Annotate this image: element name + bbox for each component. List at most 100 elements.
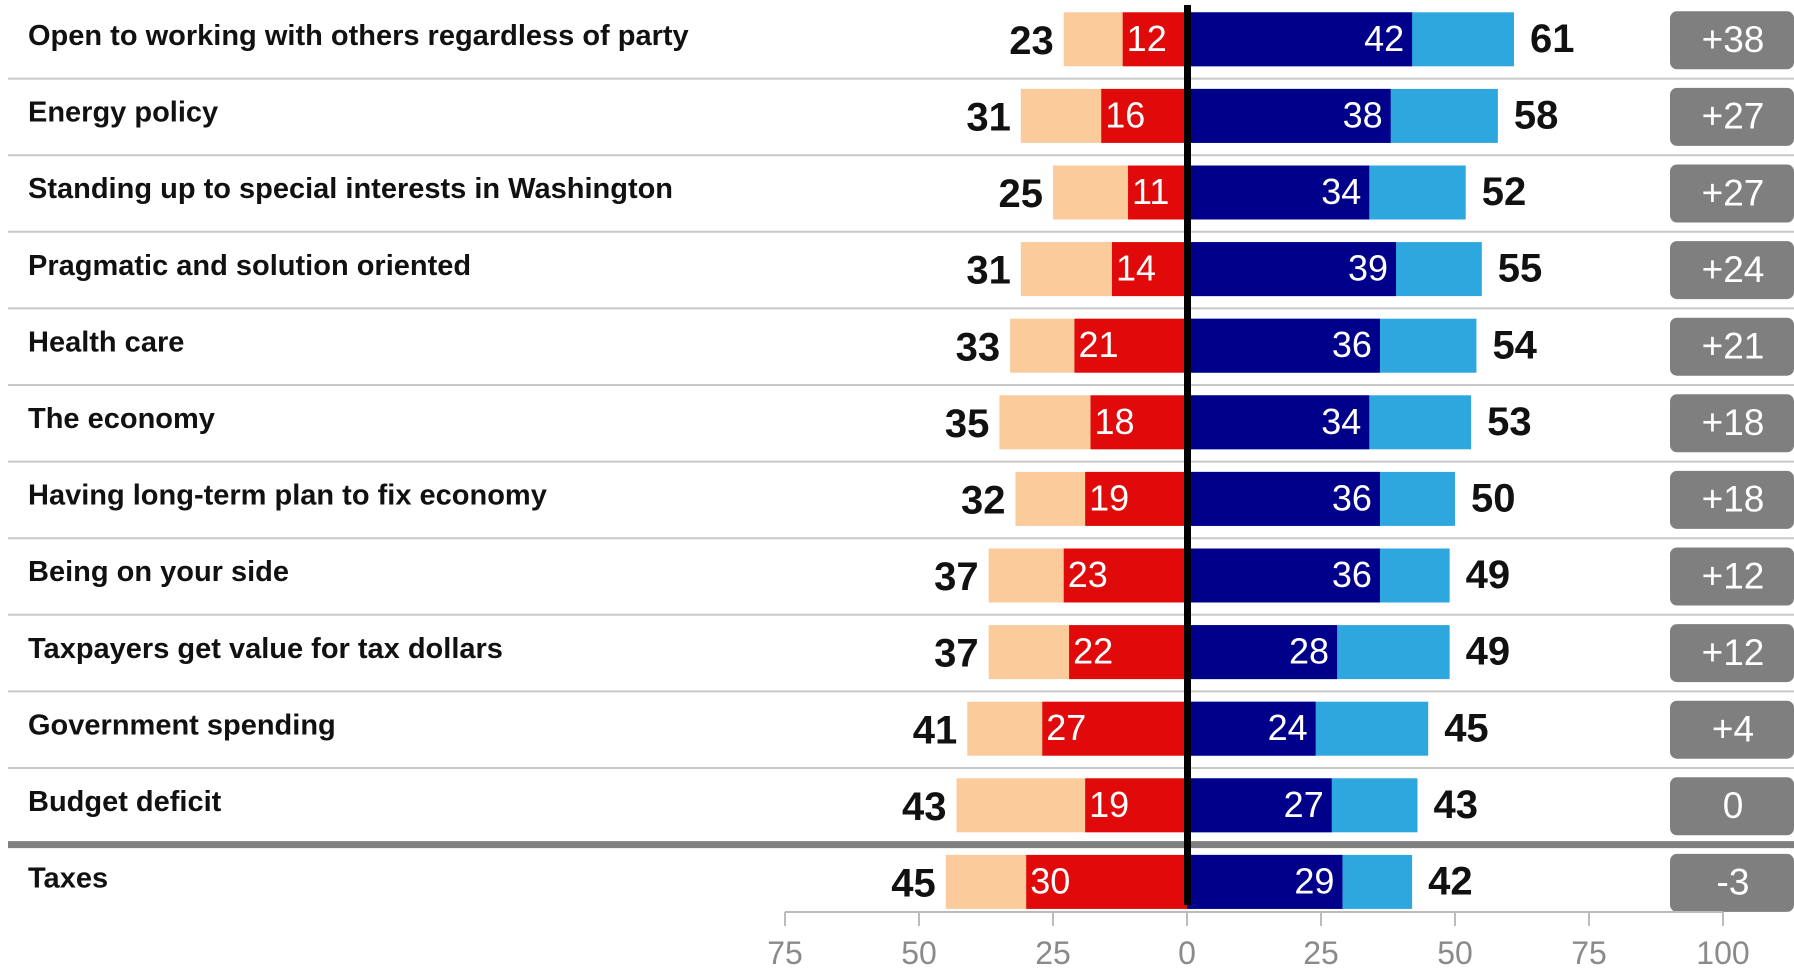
category-label: Pragmatic and solution oriented [28, 250, 471, 282]
category-label: Open to working with others regardless o… [28, 20, 689, 52]
data-label-left-total: 33 [956, 325, 1001, 369]
x-tick-label: 50 [1437, 935, 1473, 971]
bar-left-strong [1122, 12, 1187, 67]
category-label: Budget deficit [28, 786, 222, 818]
data-label-right-strong: 36 [1332, 477, 1372, 518]
data-label-left-strong: 22 [1073, 631, 1113, 672]
data-label-left-strong: 18 [1095, 401, 1135, 442]
net-score-box [1670, 624, 1794, 683]
bar-right-strong [1187, 242, 1397, 297]
data-label-right-strong: 34 [1321, 171, 1361, 212]
category-label: Standing up to special interests in Wash… [28, 173, 673, 205]
bar-right-strong [1187, 12, 1413, 67]
bar-right-strong [1187, 625, 1338, 680]
net-score-label: +27 [1702, 96, 1765, 137]
data-label-left-total: 41 [913, 708, 958, 752]
data-label-right-total: 49 [1466, 630, 1511, 674]
net-score-label: 0 [1723, 785, 1744, 826]
net-score-box [1670, 164, 1794, 223]
data-label-left-strong: 14 [1116, 248, 1156, 289]
data-label-right-total: 58 [1514, 93, 1559, 137]
bar-right-strong [1187, 548, 1380, 603]
zero-line [1184, 5, 1191, 905]
bar-left-strong [1085, 778, 1187, 833]
data-label-left-strong: 19 [1089, 784, 1129, 825]
bar-group [945, 5, 1514, 909]
data-label-left-strong: 12 [1127, 18, 1167, 59]
bar-right-strong [1187, 701, 1316, 756]
net-score-box [1670, 87, 1794, 146]
net-score-label: +18 [1702, 402, 1765, 443]
net-score-label: +18 [1702, 479, 1765, 520]
data-label-left-total: 43 [902, 785, 947, 829]
data-label-left-total: 31 [966, 95, 1011, 139]
net-score-box [1670, 241, 1794, 300]
data-label-left-total: 45 [891, 861, 936, 905]
data-label-right-strong: 42 [1364, 18, 1404, 59]
x-tick-label: 25 [1303, 935, 1339, 971]
category-label: Being on your side [28, 556, 289, 588]
row-separators [8, 77, 1794, 849]
data-label-left-strong: 19 [1089, 477, 1129, 518]
data-label-right-strong: 38 [1343, 94, 1383, 135]
net-score-box [1670, 853, 1794, 912]
data-label-right-strong: 27 [1284, 784, 1324, 825]
net-score-box [1670, 547, 1794, 606]
bar-right-strong [1187, 318, 1380, 373]
data-label-left-total: 31 [966, 249, 1011, 293]
x-tick-label: 50 [901, 935, 937, 971]
net-score-box [1670, 394, 1794, 453]
label-group: Open to working with others regardless o… [28, 17, 1574, 906]
category-label: Having long-term plan to fix economy [28, 480, 547, 512]
bar-left-strong [1042, 701, 1187, 756]
net-score-box [1670, 11, 1794, 70]
data-label-right-total: 49 [1466, 553, 1511, 597]
data-label-left-total: 23 [1009, 19, 1054, 63]
bar-left-strong [1063, 548, 1187, 603]
net-score-label: +12 [1702, 632, 1765, 673]
category-label: Taxpayers get value for tax dollars [28, 633, 503, 665]
data-label-right-strong: 34 [1321, 401, 1361, 442]
data-label-right-total: 61 [1530, 17, 1575, 61]
bar-left-strong [1085, 471, 1187, 526]
data-label-left-strong: 11 [1132, 171, 1169, 212]
bar-left-strong [1128, 165, 1187, 220]
category-label: The economy [28, 403, 215, 435]
net-score-box [1670, 317, 1794, 376]
category-label: Taxes [28, 863, 108, 895]
bar-left-strong [1074, 318, 1187, 373]
data-label-right-total: 53 [1487, 400, 1532, 444]
bar-left-strong [1026, 854, 1187, 909]
x-tick-label: 25 [1035, 935, 1071, 971]
data-label-left-strong: 23 [1068, 554, 1108, 595]
net-score-label: +12 [1702, 555, 1765, 596]
net-score-label: +24 [1702, 249, 1765, 290]
data-label-right-total: 45 [1444, 706, 1489, 750]
category-label: Government spending [28, 709, 336, 741]
bar-right-strong [1187, 778, 1332, 833]
data-label-left-strong: 30 [1030, 860, 1070, 901]
data-label-right-strong: 24 [1268, 707, 1308, 748]
bar-right-strong [1187, 471, 1380, 526]
data-label-right-strong: 28 [1289, 631, 1329, 672]
net-score-box [1670, 777, 1794, 836]
bar-right-strong [1187, 395, 1370, 450]
category-label: Energy policy [28, 97, 218, 129]
net-score-label: -3 [1717, 862, 1750, 903]
data-label-left-total: 35 [945, 402, 990, 446]
bar-left-strong [1090, 395, 1187, 450]
bar-left-strong [1069, 625, 1187, 680]
data-label-left-total: 25 [999, 172, 1044, 216]
data-label-left-total: 32 [961, 478, 1006, 522]
data-label-left-total: 37 [934, 632, 979, 676]
net-score-box [1670, 700, 1794, 759]
bar-right-strong [1187, 165, 1370, 220]
bar-left-strong [1111, 242, 1187, 297]
x-tick-label: 75 [1571, 935, 1607, 971]
net-score-label: +27 [1702, 172, 1765, 213]
net-score-group: +38 +27 +27 +24 +21 +18 +18 +12 +12 +4 0 -3 [1670, 11, 1794, 912]
data-label-right-strong: 39 [1348, 248, 1388, 289]
data-label-left-strong: 21 [1078, 324, 1118, 365]
net-score-box [1670, 470, 1794, 529]
